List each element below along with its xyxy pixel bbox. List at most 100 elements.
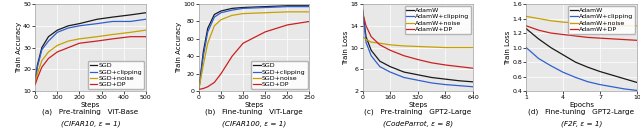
SGD+DP: [54, 51, 61, 53]
AdamW+noise: [456, 47, 463, 48]
SGD+noise: [217, 19, 225, 21]
AdamW+noise: [376, 42, 383, 44]
SGD: [93, 18, 101, 20]
SGD+DP: [45, 58, 52, 59]
SGD+DP: [306, 21, 314, 22]
AdamW+DP: [400, 55, 408, 57]
Text: (d)   Fine-tuning   GPT2-Large: (d) Fine-tuning GPT2-Large: [529, 109, 635, 115]
Y-axis label: Train Accuracy: Train Accuracy: [16, 22, 22, 73]
AdamW+DP: [633, 40, 640, 41]
AdamW+noise: [572, 22, 579, 24]
Line: SGD+clipping: SGD+clipping: [199, 7, 310, 89]
Line: AdamW+noise: AdamW+noise: [362, 37, 473, 48]
SGD+clipping: [261, 7, 269, 8]
SGD+clipping: [200, 55, 207, 57]
SGD: [217, 10, 225, 12]
Line: AdamW+DP: AdamW+DP: [362, 12, 473, 68]
X-axis label: Epochs: Epochs: [569, 102, 594, 108]
AdamW+DP: [609, 38, 616, 40]
SGD: [284, 5, 291, 7]
AdamW+clipping: [547, 65, 555, 66]
SGD+clipping: [54, 31, 61, 33]
AdamW+clipping: [609, 86, 616, 88]
AdamW+noise: [547, 20, 555, 22]
Line: SGD: SGD: [35, 13, 146, 80]
AdamW+clipping: [572, 77, 579, 78]
SGD+DP: [200, 88, 207, 89]
AdamW+clipping: [367, 55, 375, 57]
AdamW: [522, 28, 530, 29]
SGD+noise: [76, 38, 83, 40]
SGD+clipping: [204, 31, 212, 33]
AdamW: [596, 71, 604, 72]
AdamW+DP: [367, 36, 375, 38]
SGD+clipping: [76, 25, 83, 27]
SGD+noise: [306, 11, 314, 13]
AdamW+noise: [358, 36, 366, 38]
AdamW+noise: [596, 24, 604, 25]
SGD+DP: [284, 24, 291, 26]
SGD: [195, 89, 203, 90]
AdamW+noise: [534, 18, 542, 19]
AdamW+clipping: [621, 88, 628, 90]
Text: (b)   Fine-tuning   ViT-Large: (b) Fine-tuning ViT-Large: [205, 109, 303, 115]
Text: (CIFAR100, ε = 1): (CIFAR100, ε = 1): [222, 121, 286, 127]
AdamW: [428, 77, 435, 78]
SGD+DP: [239, 42, 247, 44]
SGD+clipping: [93, 23, 101, 24]
SGD+DP: [142, 36, 150, 38]
SGD+noise: [31, 82, 39, 83]
SGD+clipping: [217, 12, 225, 14]
AdamW+noise: [621, 25, 628, 27]
AdamW+noise: [609, 24, 616, 26]
SGD+DP: [38, 66, 45, 68]
SGD: [45, 36, 52, 38]
AdamW+noise: [414, 46, 422, 47]
SGD+DP: [217, 73, 225, 75]
SGD: [261, 6, 269, 8]
SGD: [211, 14, 218, 15]
SGD: [65, 25, 72, 27]
Line: SGD+clipping: SGD+clipping: [35, 19, 146, 80]
X-axis label: Steps: Steps: [408, 102, 428, 108]
SGD: [200, 51, 207, 53]
SGD: [31, 79, 39, 81]
SGD+noise: [200, 64, 207, 66]
SGD: [76, 23, 83, 24]
AdamW+clipping: [534, 58, 542, 59]
AdamW+DP: [456, 66, 463, 67]
SGD+noise: [211, 25, 218, 27]
SGD+noise: [204, 42, 212, 44]
SGD+DP: [195, 89, 203, 90]
X-axis label: Steps: Steps: [81, 102, 100, 108]
SGD+clipping: [142, 18, 150, 20]
AdamW+DP: [547, 32, 555, 34]
SGD+noise: [239, 13, 247, 14]
SGD+noise: [93, 36, 101, 38]
AdamW: [609, 74, 616, 76]
Text: (F2F, ε = 1): (F2F, ε = 1): [561, 121, 602, 127]
AdamW: [547, 47, 555, 48]
SGD+clipping: [239, 8, 247, 9]
AdamW+noise: [584, 23, 591, 24]
SGD+clipping: [195, 89, 203, 90]
AdamW+clipping: [400, 77, 408, 78]
SGD: [109, 16, 116, 18]
AdamW+noise: [428, 46, 435, 48]
AdamW: [572, 61, 579, 63]
Y-axis label: Train Accuracy: Train Accuracy: [176, 22, 182, 73]
AdamW+clipping: [428, 82, 435, 84]
Text: (c)   Pre-training   GPT2-Large: (c) Pre-training GPT2-Large: [364, 109, 472, 115]
SGD+DP: [204, 86, 212, 88]
SGD: [38, 47, 45, 48]
SGD+noise: [65, 40, 72, 42]
SGD+clipping: [31, 79, 39, 81]
AdamW+clipping: [362, 41, 370, 43]
SGD: [33, 64, 41, 66]
SGD: [306, 5, 314, 7]
AdamW+noise: [469, 47, 477, 48]
Legend: AdamW, AdamW+clipping, AdamW+noise, AdamW+DP: AdamW, AdamW+clipping, AdamW+noise, Adam…: [404, 6, 471, 34]
AdamW: [534, 38, 542, 40]
AdamW+noise: [442, 47, 449, 48]
Text: (CodeParrot, ε = 8): (CodeParrot, ε = 8): [383, 121, 453, 127]
